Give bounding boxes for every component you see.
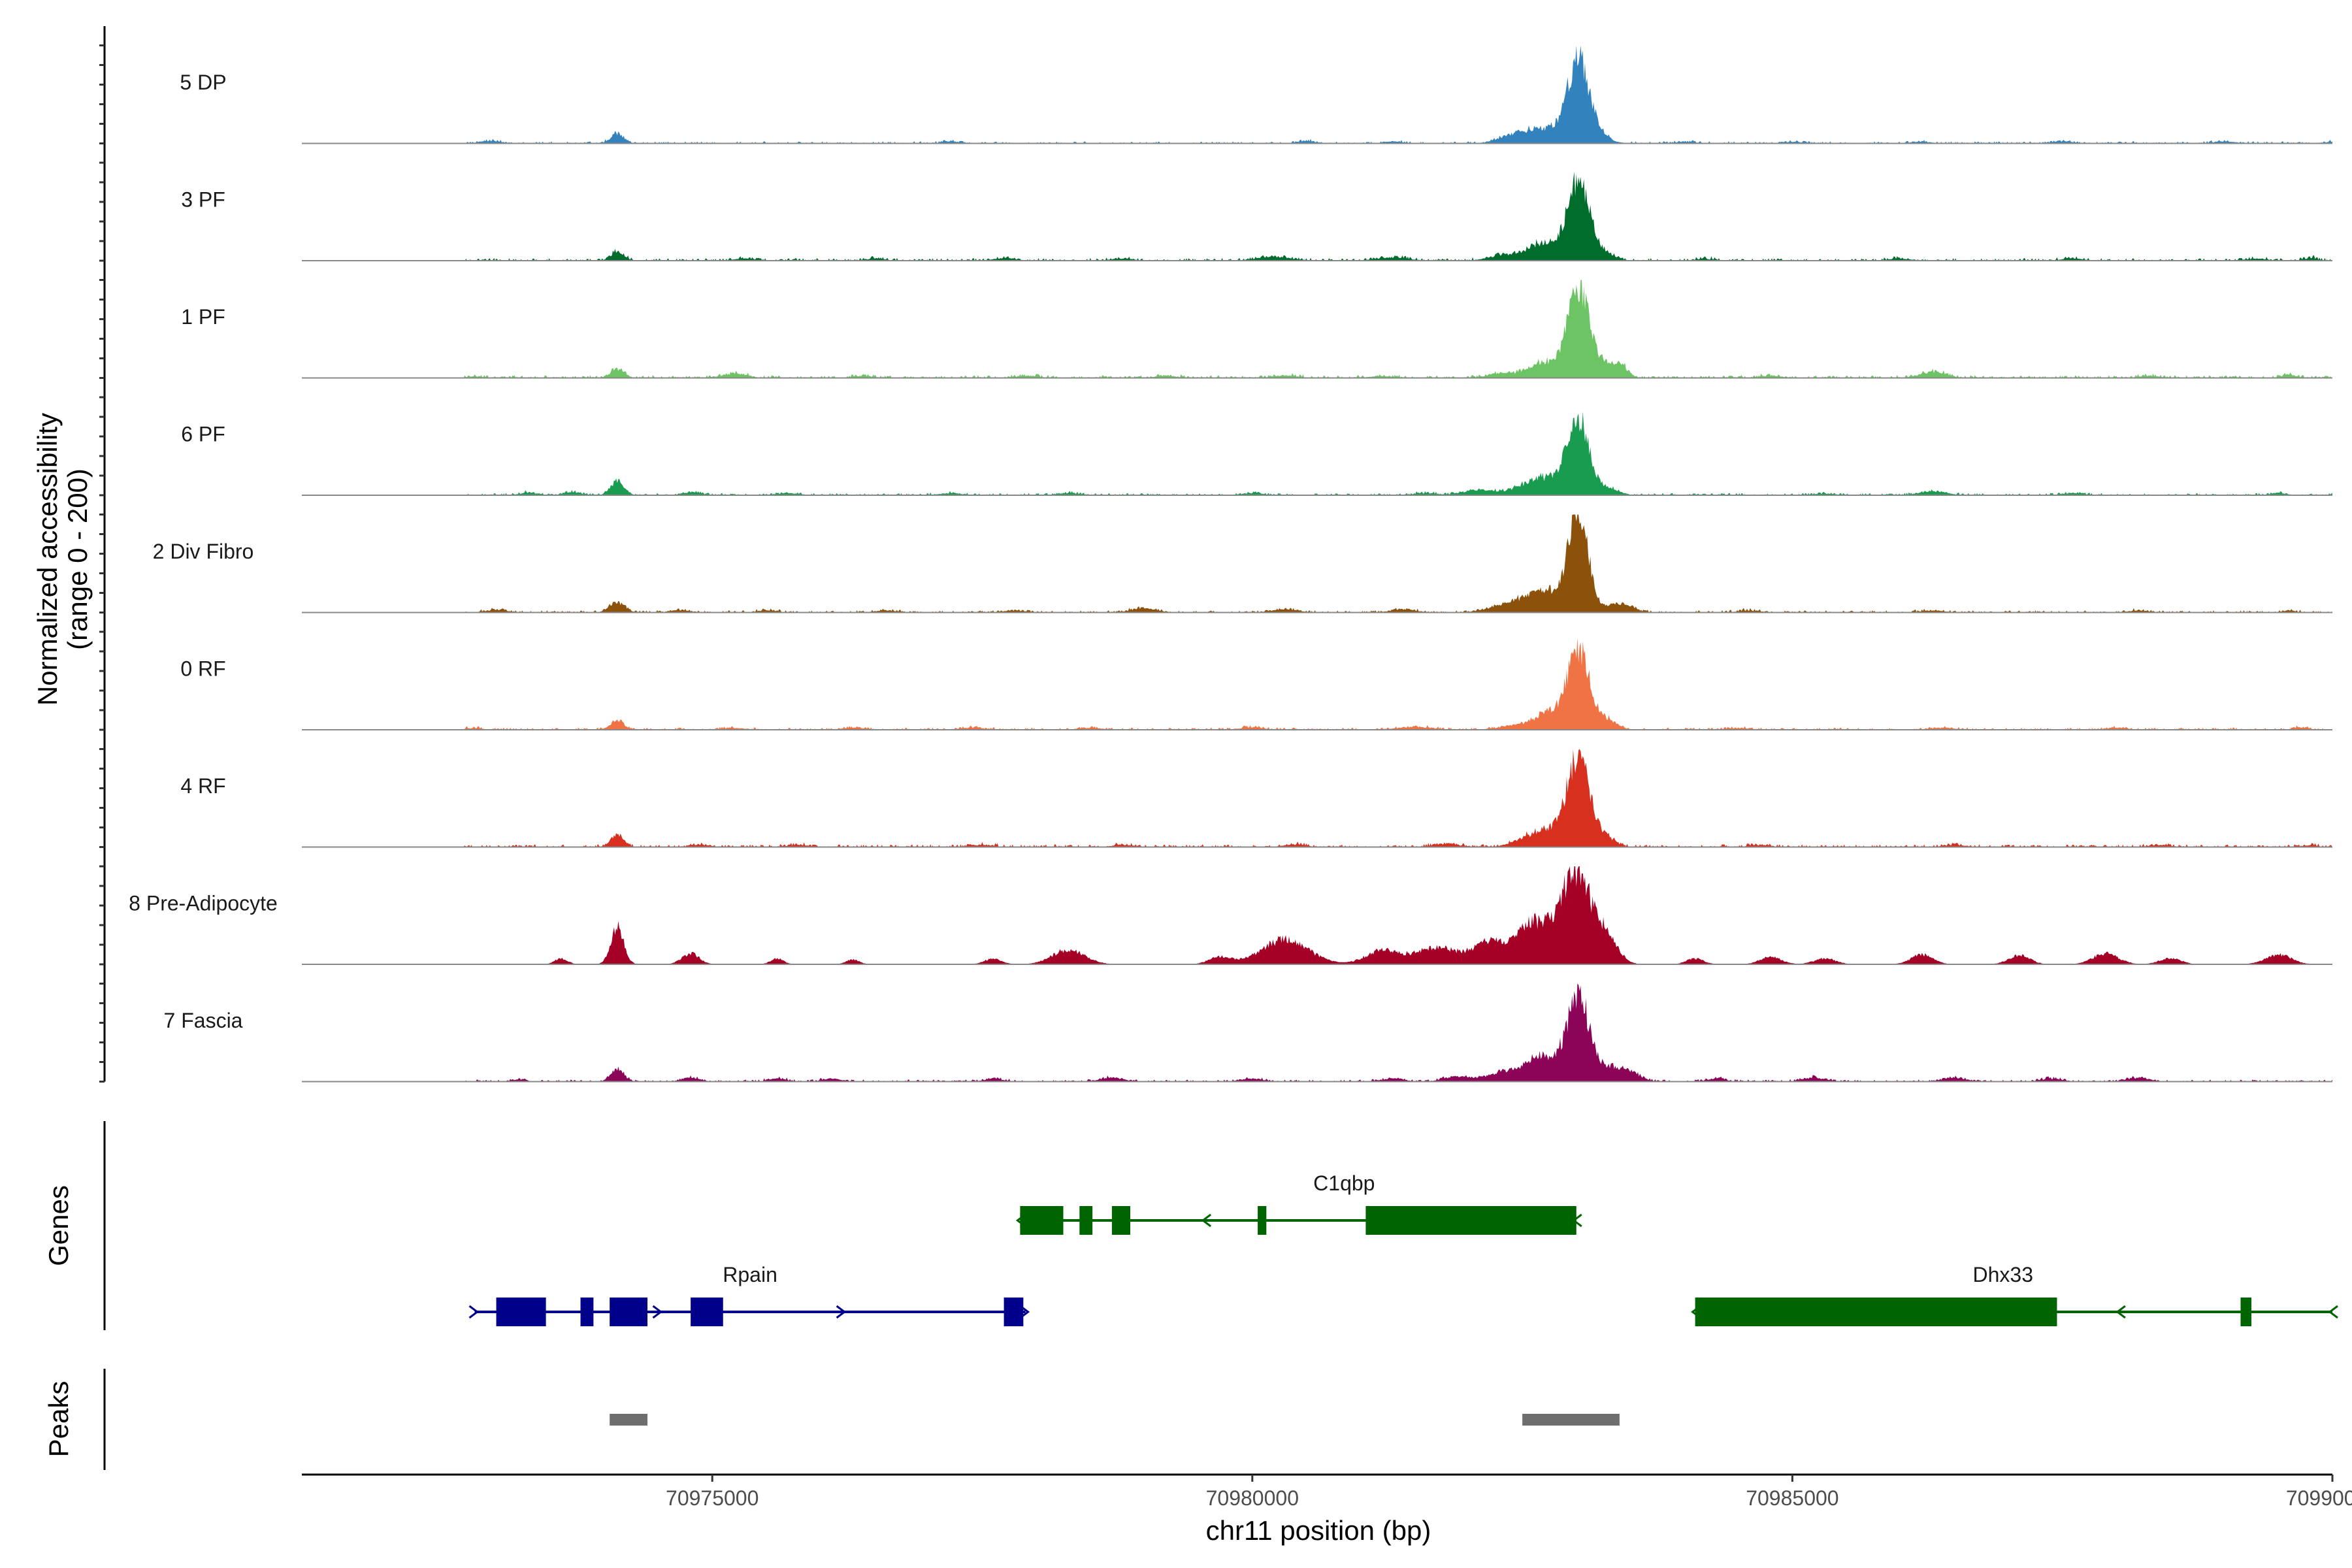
- y-axis-title: Normalized accessibility(range 0 - 200): [32, 413, 93, 706]
- track-label: 2 Div Fibro: [153, 540, 254, 563]
- coverage-area: [464, 514, 2332, 613]
- genes-track-label: Genes: [43, 1185, 74, 1266]
- strand-arrow: [2115, 1305, 2126, 1319]
- x-tick-label: 70985000: [1746, 1486, 1838, 1510]
- x-tick-label: 70975000: [666, 1486, 759, 1510]
- track-label: 7 Fascia: [164, 1009, 243, 1032]
- gene-exon: [1258, 1206, 1267, 1235]
- coverage-area: [464, 411, 2332, 495]
- gene-model: Dhx33: [1691, 1263, 2338, 1326]
- track-label: 4 RF: [180, 774, 225, 798]
- strand-arrow: [1201, 1213, 1212, 1228]
- coverage-track: 4 RF: [180, 749, 2332, 848]
- x-tick-label: 70980000: [1206, 1486, 1299, 1510]
- coverage-area: [464, 866, 2332, 964]
- coverage-track: 2 Div Fibro: [153, 514, 2332, 613]
- genes-panel: Genes C1qbp Rpain Dhx33: [43, 1121, 2338, 1330]
- gene-model: Rpain: [468, 1263, 1030, 1326]
- x-axis: 70975000 70980000 70985000 70990000: [302, 1473, 2352, 1510]
- coverage-area: [464, 280, 2332, 378]
- gene-exon: [496, 1298, 546, 1326]
- x-axis-title: chr11 position (bp): [1206, 1515, 1431, 1546]
- coverage-track: 3 PF: [181, 171, 2332, 261]
- gene-exon: [1079, 1206, 1093, 1235]
- coverage-area: [464, 983, 2332, 1082]
- coverage-area: [464, 749, 2332, 847]
- gene-model: C1qbp: [1015, 1171, 1582, 1235]
- coverage-area: [464, 171, 2332, 261]
- gene-label: C1qbp: [1313, 1171, 1375, 1195]
- track-label: 1 PF: [181, 305, 225, 329]
- gene-label: Dhx33: [1973, 1263, 2034, 1286]
- gene-exon: [610, 1298, 648, 1326]
- coverage-area: [464, 638, 2332, 730]
- strand-arrow: [652, 1305, 663, 1319]
- track-label: 3 PF: [181, 188, 225, 212]
- coverage-area: [464, 45, 2332, 144]
- coverage-track: 1 PF: [181, 280, 2332, 379]
- track-label: 5 DP: [180, 71, 226, 94]
- coverage-track: 6 PF: [181, 411, 2332, 496]
- gene-exon: [1004, 1298, 1024, 1326]
- gene-label: Rpain: [723, 1263, 777, 1286]
- x-tick-label: 70990000: [2286, 1486, 2352, 1510]
- peak-region: [610, 1414, 648, 1426]
- peaks-track-label: Peaks: [43, 1381, 74, 1458]
- track-label: 0 RF: [180, 657, 225, 681]
- gene-exon: [580, 1298, 594, 1326]
- strand-arrow: [468, 1305, 480, 1319]
- gene-exon: [1695, 1298, 2057, 1326]
- gene-exon: [1020, 1206, 1064, 1235]
- coverage-track: 0 RF: [180, 638, 2332, 730]
- coverage-y-axis: [99, 26, 106, 1083]
- coverage-track: 7 Fascia: [164, 983, 2332, 1083]
- coverage-track: 8 Pre-Adipocyte: [129, 866, 2332, 965]
- peaks-panel: Peaks: [43, 1369, 1620, 1470]
- strand-arrow: [2328, 1305, 2338, 1319]
- peak-region: [1522, 1414, 1620, 1426]
- coverage-tracks: 5 DP 3 PF 1 PF 6 PF 2 Div Fibro 0 RF 4 RF 8 Pre…: [129, 45, 2332, 1083]
- gene-exon: [1111, 1206, 1130, 1235]
- track-label: 8 Pre-Adipocyte: [129, 892, 278, 915]
- gene-exon: [1365, 1206, 1576, 1235]
- coverage-track: 5 DP: [180, 45, 2332, 144]
- gene-exon: [691, 1298, 723, 1326]
- gene-exon: [2240, 1298, 2252, 1326]
- track-label: 6 PF: [181, 423, 225, 446]
- strand-arrow: [836, 1305, 847, 1319]
